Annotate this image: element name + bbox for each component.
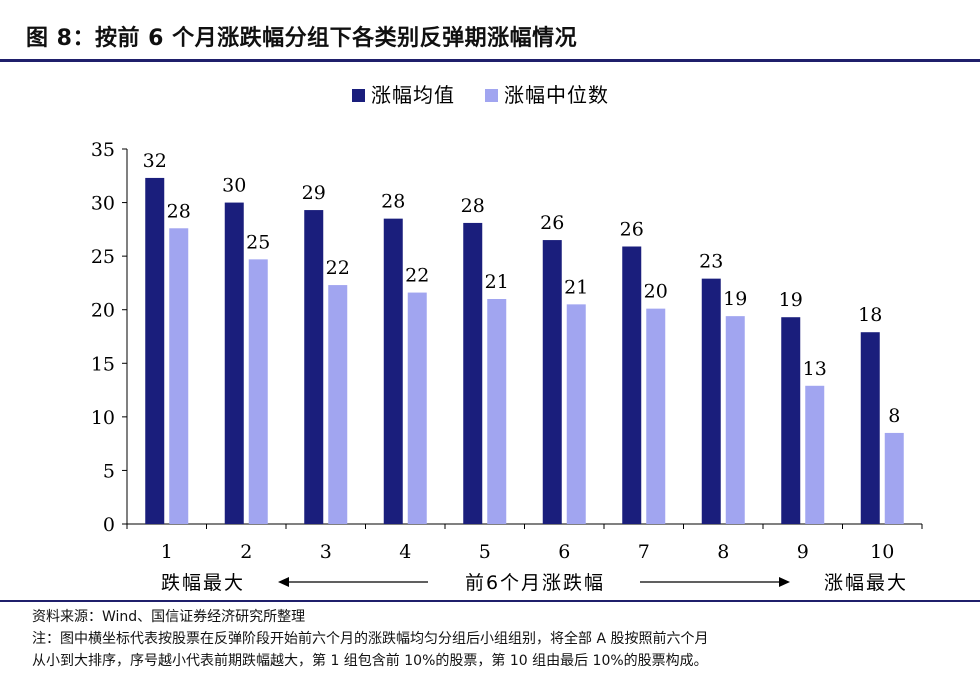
source-note: 资料来源：Wind、国信证券经济研究所整理 bbox=[32, 609, 306, 625]
data-label-mean: 28 bbox=[381, 191, 405, 213]
data-label-mean: 28 bbox=[461, 195, 485, 217]
y-tick-label: 30 bbox=[91, 193, 115, 215]
legend-label: 涨幅均值 bbox=[371, 83, 455, 107]
annotation-left-arrowhead bbox=[278, 577, 289, 587]
data-label-median: 20 bbox=[644, 281, 668, 303]
legend-swatch bbox=[485, 89, 498, 102]
x-tick-label: 5 bbox=[479, 541, 491, 563]
data-label-mean: 18 bbox=[858, 304, 882, 326]
annotation-left-label: 跌幅最大 bbox=[161, 572, 245, 594]
bar-mean bbox=[860, 332, 880, 524]
data-label-mean: 19 bbox=[779, 289, 803, 311]
footnotes: 资料来源：Wind、国信证券经济研究所整理 注：图中横坐标代表按股票在反弹阶段开… bbox=[32, 606, 962, 672]
data-label-median: 8 bbox=[888, 405, 900, 427]
legend-label: 涨幅中位数 bbox=[504, 83, 609, 107]
bar-mean bbox=[701, 278, 721, 524]
annotation-right-arrowhead bbox=[779, 577, 790, 587]
bar-median bbox=[407, 292, 427, 524]
bar-mean bbox=[224, 202, 244, 525]
bar-mean bbox=[781, 317, 801, 524]
data-label-median: 22 bbox=[405, 265, 429, 287]
data-label-mean: 26 bbox=[620, 219, 644, 241]
chart-legend: 涨幅均值 涨幅中位数 bbox=[352, 83, 609, 107]
note-line-1: 注：图中横坐标代表按股票在反弹阶段开始前六个月的涨跌幅均匀分组后小组组别，将全部… bbox=[32, 631, 709, 647]
bar-median bbox=[566, 304, 586, 524]
x-tick-label: 10 bbox=[870, 541, 894, 563]
data-label-median: 25 bbox=[246, 231, 270, 253]
page-title: 图 8：按前 6 个月涨跌幅分组下各类别反弹期涨幅情况 bbox=[26, 26, 578, 51]
data-label-mean: 26 bbox=[540, 212, 564, 234]
annotation-center-label: 前6个月涨跌幅 bbox=[465, 572, 605, 594]
x-tick-label: 2 bbox=[240, 541, 252, 563]
bar-median bbox=[169, 228, 189, 525]
y-tick-label: 15 bbox=[91, 353, 115, 375]
data-label-mean: 29 bbox=[302, 182, 326, 204]
bar-mean bbox=[304, 210, 324, 525]
x-tick-label: 6 bbox=[558, 541, 570, 563]
bar-median bbox=[248, 259, 268, 524]
bar-mean bbox=[145, 177, 165, 524]
y-tick-label: 20 bbox=[91, 300, 115, 322]
data-label-median: 13 bbox=[803, 358, 827, 380]
y-tick-label: 0 bbox=[103, 514, 115, 536]
data-label-median: 19 bbox=[723, 288, 747, 310]
bar-median bbox=[884, 432, 904, 524]
bar-mean bbox=[622, 246, 642, 524]
x-axis-annotation: 跌幅最大 前6个月涨跌幅 涨幅最大 bbox=[161, 572, 908, 594]
bar-median bbox=[328, 285, 348, 524]
bar-median bbox=[487, 299, 507, 524]
y-tick-label: 35 bbox=[91, 139, 115, 161]
x-tick-label: 4 bbox=[399, 541, 411, 563]
note-line-2: 从小到大排序，序号越小代表前期跌幅越大，第 1 组包含前 10%的股票，第 10… bbox=[32, 653, 708, 669]
data-label-mean: 23 bbox=[699, 251, 723, 273]
data-label-median: 21 bbox=[485, 271, 509, 293]
x-tick-label: 9 bbox=[797, 541, 809, 563]
bar-mean bbox=[542, 240, 562, 525]
x-tick-label: 8 bbox=[717, 541, 729, 563]
x-tick-label: 3 bbox=[320, 541, 332, 563]
title-bar: 图 8：按前 6 个月涨跌幅分组下各类别反弹期涨幅情况 bbox=[0, 0, 980, 62]
data-label-median: 28 bbox=[167, 200, 191, 222]
legend-swatch bbox=[352, 89, 365, 102]
bar-median bbox=[805, 385, 825, 524]
bar-median bbox=[725, 316, 745, 524]
bar-mean bbox=[383, 218, 403, 524]
y-tick-label: 10 bbox=[91, 407, 115, 429]
data-label-median: 22 bbox=[326, 257, 350, 279]
x-tick-label: 7 bbox=[638, 541, 650, 563]
bar-mean bbox=[463, 222, 483, 524]
data-label-mean: 32 bbox=[143, 150, 167, 172]
x-tick-label: 1 bbox=[161, 541, 173, 563]
bottom-divider bbox=[0, 600, 980, 602]
annotation-right-label: 涨幅最大 bbox=[824, 572, 908, 594]
y-tick-label: 25 bbox=[91, 246, 115, 268]
bar-median bbox=[646, 308, 666, 524]
data-label-median: 21 bbox=[564, 276, 588, 298]
data-label-mean: 30 bbox=[222, 175, 246, 197]
y-tick-label: 5 bbox=[103, 460, 115, 482]
